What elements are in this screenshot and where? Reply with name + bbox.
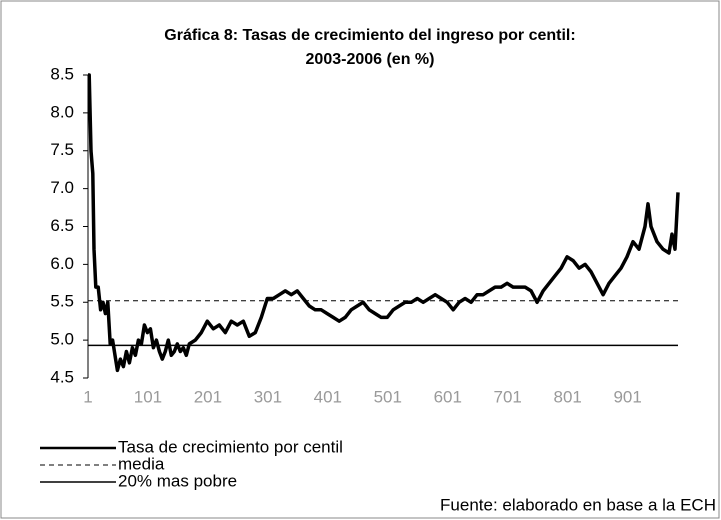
x-tick-label: 501 [374, 387, 402, 406]
y-tick-label: 8.5 [50, 64, 74, 83]
x-tick-label: 701 [494, 387, 522, 406]
legend-label: Tasa de crecimiento por centil [118, 437, 343, 456]
y-tick-label: 4.5 [50, 367, 74, 386]
x-tick-label: 601 [434, 387, 462, 406]
x-tick-label: 401 [314, 387, 342, 406]
x-tick-label: 1 [83, 387, 92, 406]
source-note: Fuente: elaborado en base a la ECH [440, 495, 716, 514]
y-tick-label: 5.0 [50, 330, 74, 349]
y-tick-label: 8.0 [50, 102, 74, 121]
x-tick-label: 301 [254, 387, 282, 406]
legend-label: media [118, 454, 165, 473]
y-tick-label: 7.0 [50, 178, 74, 197]
chart-title: 2003-2006 (en %) [306, 51, 435, 68]
x-tick-label: 201 [194, 387, 222, 406]
x-tick-label: 101 [134, 387, 162, 406]
chart-title: Gráfica 8: Tasas de crecimiento del ingr… [164, 27, 575, 44]
legend-label: 20% mas pobre [118, 471, 237, 490]
y-tick-label: 5.5 [50, 292, 74, 311]
x-tick-label: 801 [553, 387, 581, 406]
y-tick-label: 6.0 [50, 254, 74, 273]
y-tick-label: 6.5 [50, 216, 74, 235]
line-series [87, 73, 680, 373]
x-tick-label: 901 [613, 387, 641, 406]
y-tick-label: 7.5 [50, 140, 74, 159]
